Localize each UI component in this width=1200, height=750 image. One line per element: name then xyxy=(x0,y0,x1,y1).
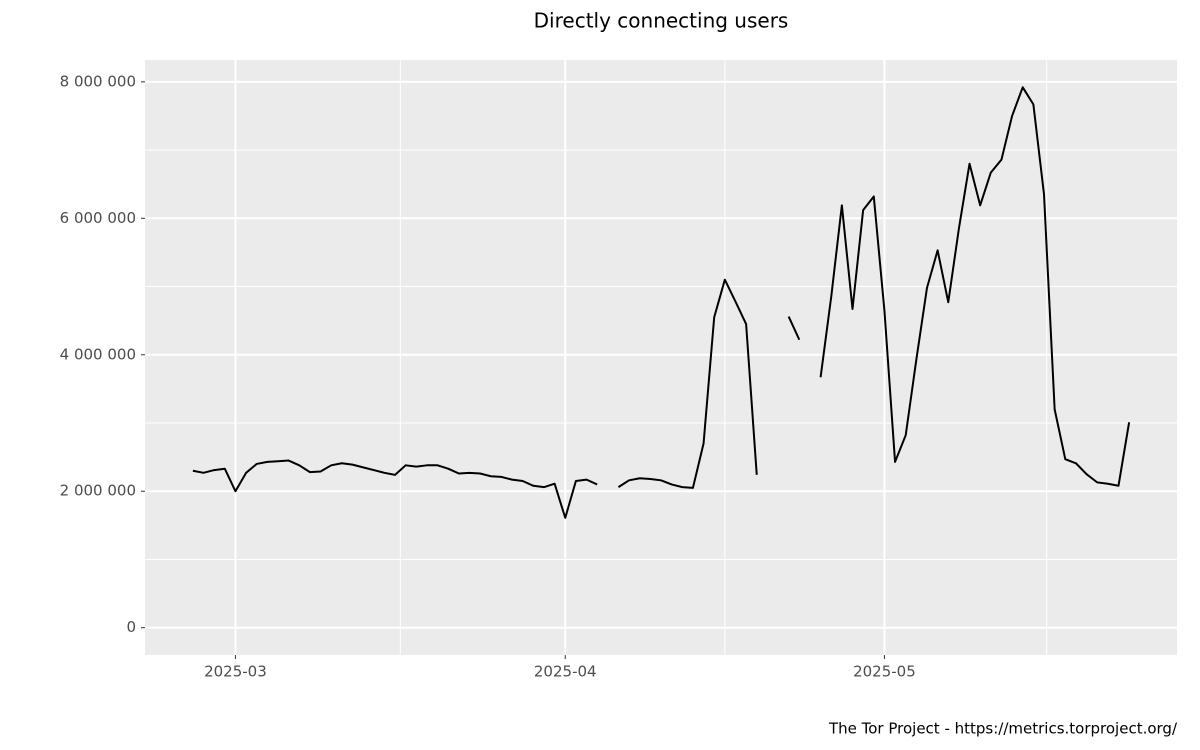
y-tick-label: 0 xyxy=(126,618,136,636)
y-tick-label: 8 000 000 xyxy=(60,72,136,90)
chart-title: Directly connecting users xyxy=(534,9,789,33)
caption: The Tor Project - https://metrics.torpro… xyxy=(828,720,1178,738)
x-tick-label: 2025-05 xyxy=(853,663,916,681)
panel xyxy=(145,60,1177,655)
y-tick-label: 4 000 000 xyxy=(60,345,136,363)
y-tick-label: 2 000 000 xyxy=(60,482,136,500)
x-tick-label: 2025-03 xyxy=(204,663,267,681)
x-tick-label: 2025-04 xyxy=(534,663,597,681)
y-tick-label: 6 000 000 xyxy=(60,209,136,227)
line xyxy=(192,86,1131,519)
